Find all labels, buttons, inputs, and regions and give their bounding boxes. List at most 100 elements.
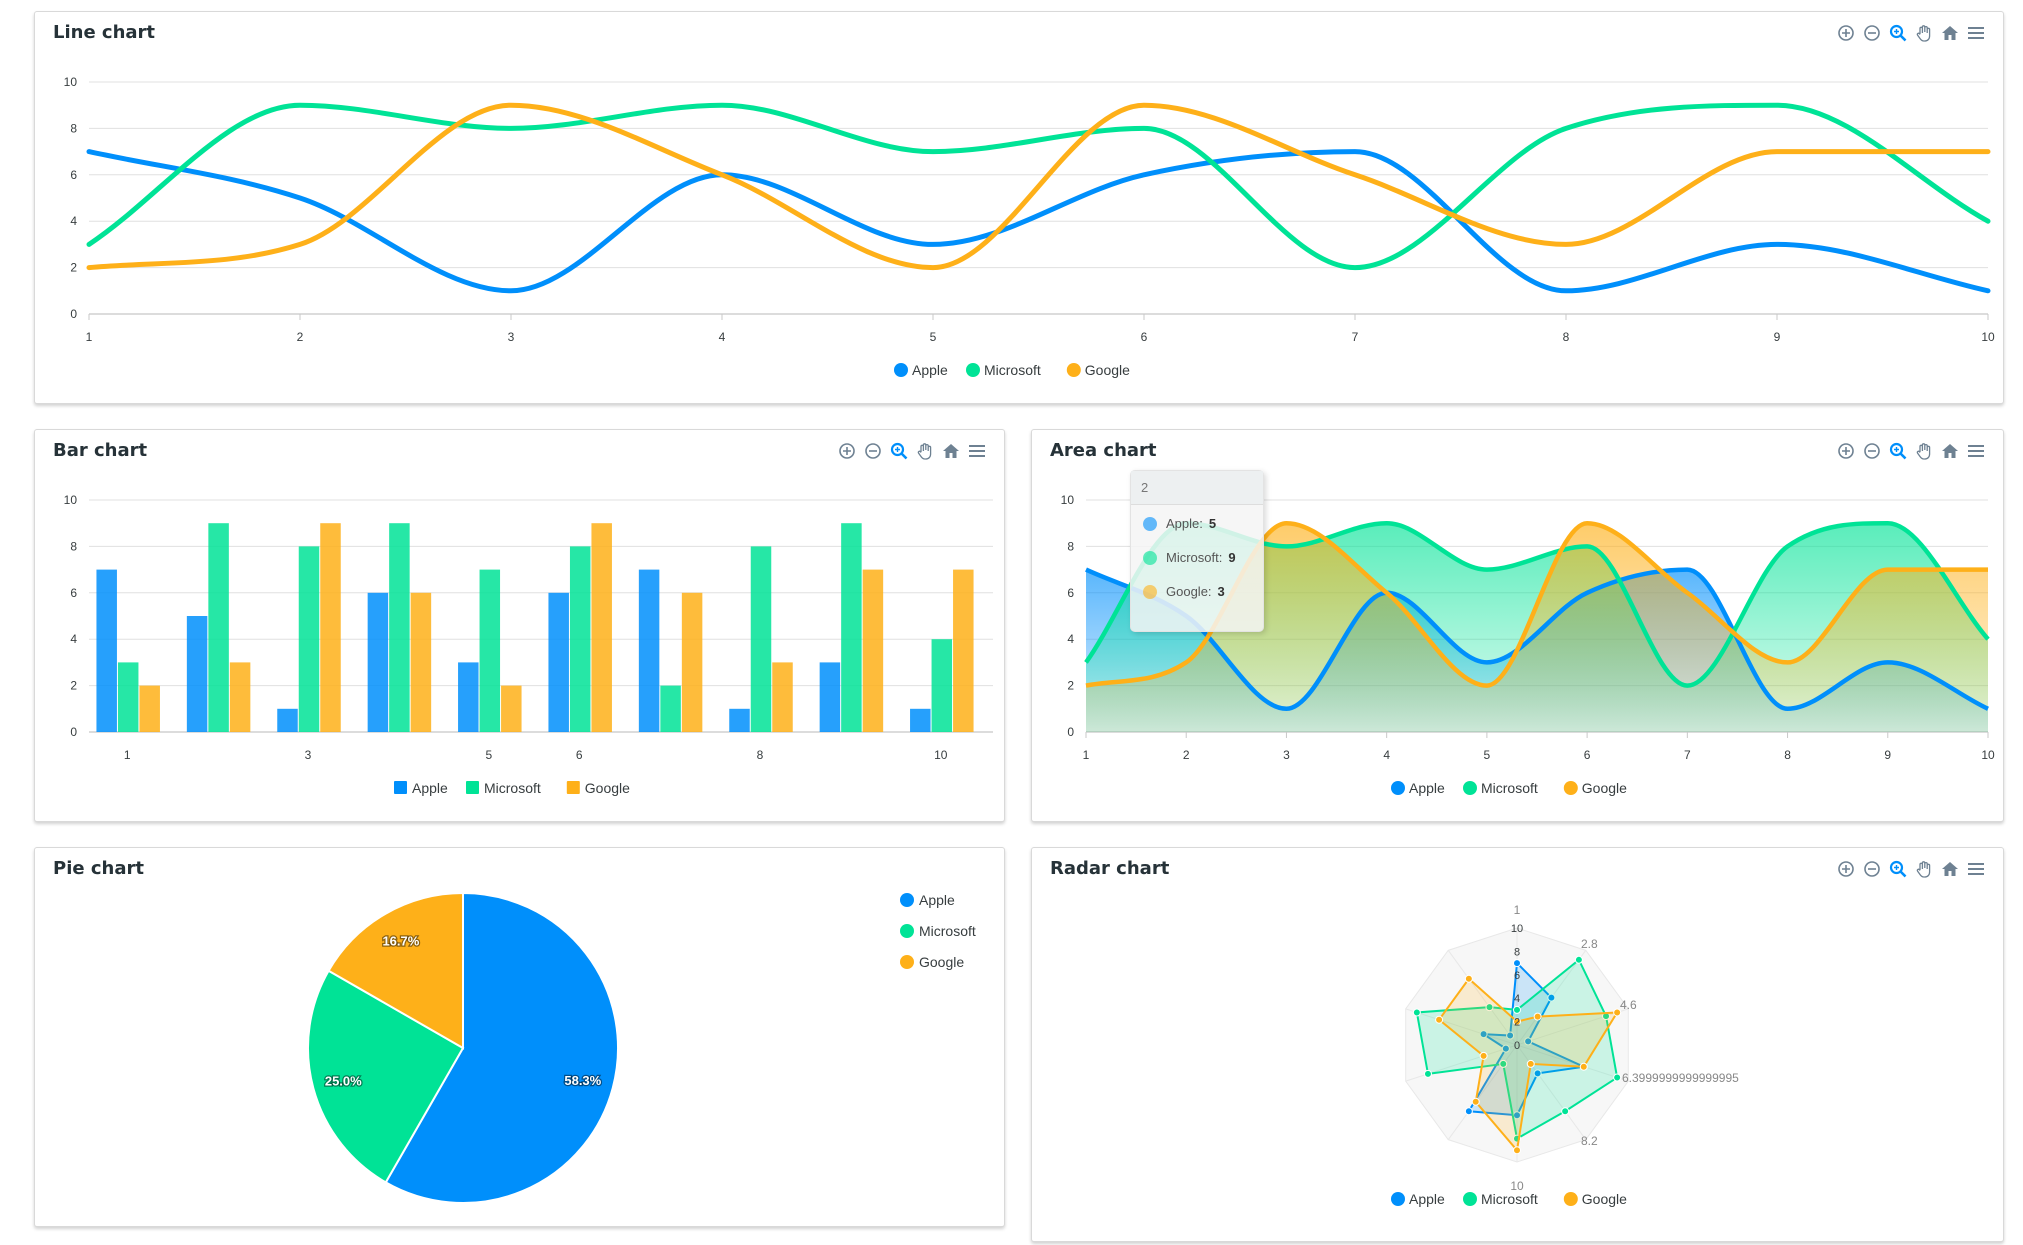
y-tick-label: 0 (70, 307, 77, 321)
series-area-google (1086, 523, 1988, 732)
zoom-in-icon[interactable] (1835, 858, 1857, 880)
y-tick-label: 2 (70, 261, 77, 275)
bar-google (591, 523, 612, 732)
bar-chart-plot: 0 2 4 6 8 10 1 3 5 6 8 10 Apple Microsoft Google (64, 493, 993, 796)
zoom-out-icon[interactable] (1861, 440, 1883, 462)
zoom-out-icon[interactable] (862, 440, 884, 462)
home-icon[interactable] (940, 440, 962, 462)
bar-apple (186, 616, 208, 732)
bar-microsoft (931, 639, 953, 732)
zoom-icon[interactable] (1887, 858, 1909, 880)
x-tick-label: 10 (1981, 748, 1995, 762)
radar-spoke (1405, 1008, 1518, 1046)
y-tick-label: 0 (70, 725, 77, 739)
pan-icon[interactable] (1913, 22, 1935, 44)
y-tick-label: 6 (70, 168, 77, 182)
zoom-out-icon[interactable] (1861, 22, 1883, 44)
tooltip-value: 5 (1208, 516, 1217, 531)
radar-chart-toolbar (1835, 858, 1987, 880)
x-tick-label: 4 (719, 330, 726, 344)
bar-chart-toolbar (836, 440, 988, 462)
bar-microsoft (660, 685, 681, 732)
x-tick-label: 6 (1141, 330, 1148, 344)
x-tick-label: 3 (305, 748, 312, 762)
tooltip-row-google: Google: 3 (1131, 573, 1263, 607)
zoom-in-icon[interactable] (1835, 440, 1857, 462)
legend-item-google: Google (1563, 1191, 1627, 1207)
x-tick-label: 1 (124, 748, 131, 762)
legend-marker (1391, 1192, 1405, 1206)
legend-item-microsoft: Microsoft (900, 923, 976, 939)
legend-label: Google (585, 780, 630, 796)
radar-r-tick: 6 (1514, 970, 1520, 982)
bar-microsoft (841, 523, 862, 732)
tooltip-row-microsoft: Microsoft: 9 (1131, 539, 1263, 573)
bar-google (953, 569, 974, 732)
bar-microsoft (117, 662, 139, 732)
radar-point (1561, 1107, 1570, 1116)
pan-icon[interactable] (914, 440, 936, 462)
menu-icon[interactable] (966, 440, 988, 462)
tooltip-label: Apple: (1166, 516, 1203, 531)
y-tick-label: 10 (64, 75, 78, 89)
tooltip-dot-icon (1143, 550, 1157, 565)
menu-icon[interactable] (1965, 858, 1987, 880)
radar-point (1547, 993, 1556, 1002)
x-tick-label: 1 (1083, 748, 1090, 762)
radar-point (1533, 1012, 1542, 1021)
radar-spoke (1516, 1044, 1629, 1082)
radar-chart-title: Radar chart (1050, 858, 1170, 879)
zoom-out-icon[interactable] (1861, 858, 1883, 880)
x-tick-label: 5 (1484, 748, 1491, 762)
bar-microsoft (389, 523, 410, 732)
y-tick-label: 8 (1067, 539, 1074, 553)
legend-item-google: Google (1563, 780, 1627, 796)
menu-icon[interactable] (1965, 22, 1987, 44)
zoom-icon[interactable] (888, 440, 910, 462)
menu-icon[interactable] (1965, 440, 1987, 462)
x-tick-label: 10 (1981, 330, 1995, 344)
pie-data-label: 25.0% (325, 1073, 362, 1088)
series-line-microsoft (86, 102, 1991, 271)
line-chart-toolbar (1835, 22, 1987, 44)
bar-google (139, 685, 160, 732)
legend-item-apple: Apple (394, 780, 448, 796)
pan-icon[interactable] (1913, 858, 1935, 880)
legend-label: Apple (1409, 780, 1445, 796)
x-tick-label: 5 (930, 330, 937, 344)
radar-point (1513, 959, 1521, 968)
bar-microsoft (208, 523, 229, 732)
home-icon[interactable] (1939, 440, 1961, 462)
zoom-in-icon[interactable] (836, 440, 858, 462)
pan-icon[interactable] (1913, 440, 1935, 462)
legend-item-apple: Apple (1391, 1191, 1445, 1207)
bar-apple (910, 708, 931, 732)
bar-apple (96, 569, 117, 732)
zoom-icon[interactable] (1887, 440, 1909, 462)
y-tick-label: 0 (1067, 725, 1074, 739)
bar-apple (638, 569, 660, 732)
y-tick-label: 4 (70, 632, 77, 646)
tooltip-title: 2 (1131, 471, 1263, 505)
radar-chart-card: Radar chart 0 2 4 6 8 10 1 2.8 4.6 6.399999999999… (1031, 847, 2004, 1242)
y-tick-label: 8 (70, 121, 77, 135)
bar-chart-card: Bar chart 0 2 4 6 8 10 1 3 5 6 8 10 Apple Microsoft Go… (34, 429, 1005, 822)
legend-marker (900, 955, 914, 969)
zoom-icon[interactable] (1887, 22, 1909, 44)
series-line-google (86, 102, 1991, 271)
bar-google (862, 569, 884, 732)
home-icon[interactable] (1939, 22, 1961, 44)
radar-axis-label: 4.6 (1620, 998, 1637, 1012)
radar-point (1526, 1059, 1535, 1068)
zoom-in-icon[interactable] (1835, 22, 1857, 44)
bar-google (320, 523, 341, 732)
tooltip-dot-icon (1143, 516, 1157, 531)
legend-label: Apple (1409, 1191, 1445, 1207)
x-tick-label: 10 (934, 748, 948, 762)
legend-marker (1463, 781, 1477, 795)
radar-point (1513, 1146, 1521, 1155)
pie-chart-card: Pie chart 58.3% 25.0% 16.7% Apple Microsoft G… (34, 847, 1005, 1227)
pie-slice-microsoft (307, 969, 465, 1184)
home-icon[interactable] (1939, 858, 1961, 880)
